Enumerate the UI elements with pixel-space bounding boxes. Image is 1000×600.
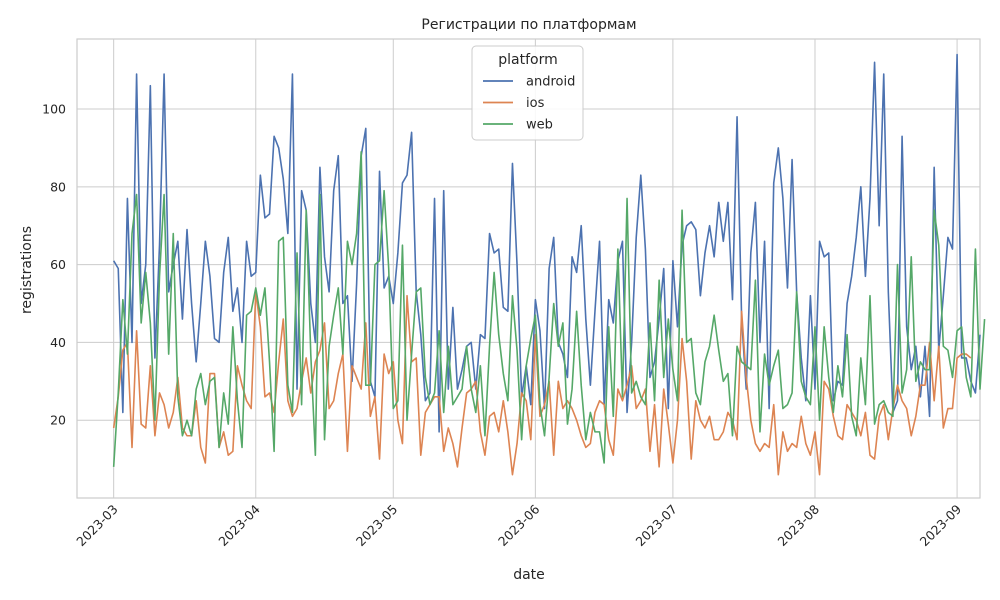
y-tick-label: 80	[50, 179, 66, 194]
y-tick-label: 100	[42, 102, 66, 117]
x-axis-label: date	[513, 567, 545, 583]
y-axis-label: registrations	[19, 226, 35, 314]
legend: platform android ios web	[472, 46, 583, 140]
legend-label-web: web	[526, 118, 553, 133]
x-tick-label: 2023-03	[73, 502, 121, 550]
legend-label-android: android	[526, 75, 575, 90]
x-tick-label: 2023-04	[215, 501, 263, 549]
x-tick-label: 2023-09	[917, 501, 965, 549]
x-tick-labels: 2023-03 2023-04 2023-05 2023-06 2023-07 2023-…	[73, 501, 964, 549]
x-tick-label: 2023-08	[775, 501, 823, 549]
y-tick-labels: 20 40 60 80 100	[42, 102, 66, 428]
y-tick-label: 40	[50, 335, 66, 350]
y-tick-label: 60	[50, 257, 66, 272]
chart-title: Регистрации по платформам	[421, 17, 636, 33]
x-tick-label: 2023-06	[495, 501, 543, 549]
legend-title: platform	[498, 52, 558, 68]
x-tick-label: 2023-05	[353, 502, 401, 550]
legend-label-ios: ios	[526, 96, 545, 111]
x-tick-label: 2023-07	[632, 502, 680, 550]
y-tick-label: 20	[50, 413, 66, 428]
